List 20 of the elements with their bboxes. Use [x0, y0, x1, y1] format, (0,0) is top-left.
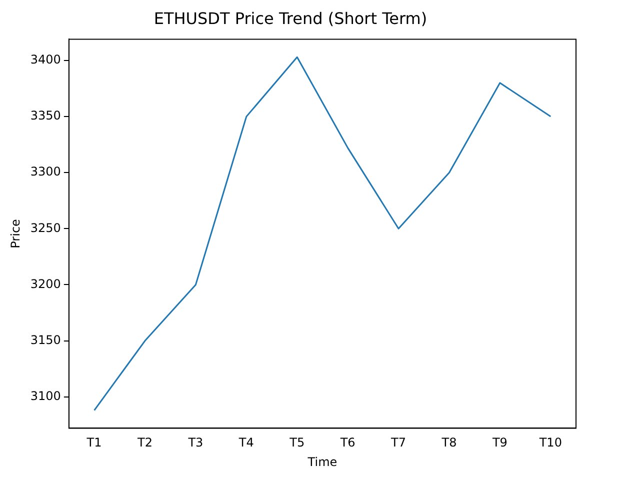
- x-tick-label: T3: [187, 436, 204, 450]
- x-tick-label: T9: [491, 436, 508, 450]
- y-tick-label: 3400: [30, 52, 61, 67]
- x-tick-label: T6: [339, 436, 356, 450]
- y-tick-label: 3250: [30, 220, 61, 235]
- y-axis-title: Price: [8, 219, 22, 248]
- y-tick-label: 3350: [30, 108, 61, 123]
- chart-title: ETHUSDT Price Trend (Short Term): [154, 8, 428, 28]
- y-tick-label: 3200: [30, 276, 61, 291]
- x-tick-label: T5: [288, 436, 305, 450]
- x-axis-title: Time: [306, 454, 338, 469]
- x-tick-label: T1: [86, 436, 102, 450]
- x-tick-label: T4: [238, 436, 254, 450]
- x-tick-label: T2: [136, 436, 152, 450]
- y-tick-label: 3150: [30, 332, 61, 347]
- y-tick-label: 3100: [30, 388, 61, 403]
- x-tick-label: T7: [390, 436, 406, 450]
- x-tick-label: T10: [538, 436, 562, 450]
- y-tick-label: 3300: [30, 164, 61, 179]
- x-tick-label: T8: [440, 436, 457, 450]
